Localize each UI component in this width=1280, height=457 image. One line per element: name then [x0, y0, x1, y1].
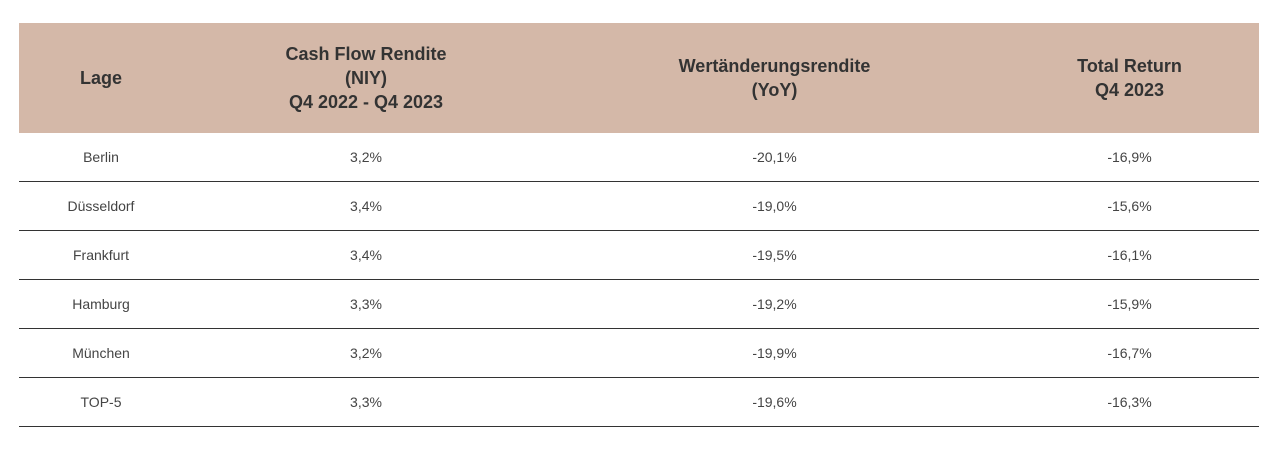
cell-total-return: -16,9% [1107, 148, 1152, 165]
cell-cash-flow: 3,3% [350, 393, 382, 410]
header-total-return-line-2: Q4 2023 [1094, 80, 1165, 100]
cell-total-return: -15,9% [1107, 295, 1152, 312]
table-row: Berlin 3,2% -20,1% -16,9% [19, 133, 1259, 181]
cell-total-return: -16,1% [1107, 246, 1152, 263]
table-body: Berlin 3,2% -20,1% -16,9% Düsseldorf 3,4… [19, 133, 1259, 426]
cell-total-return: -15,6% [1107, 197, 1152, 214]
cell-wertaenderung: -20,1% [752, 148, 797, 165]
cell-wertaenderung: -19,5% [752, 246, 797, 263]
header-lage: Lage [19, 23, 183, 133]
table-header: Lage Cash Flow Rendite (NIY) Q4 2022 - Q… [19, 23, 1259, 133]
cell-lage: Düsseldorf [67, 197, 135, 214]
cell-lage: TOP-5 [80, 393, 122, 410]
cell-total-return: -16,7% [1107, 344, 1152, 361]
cell-lage: München [72, 344, 130, 361]
header-wertaenderung: Wertänderungsrendite (YoY) [549, 23, 1000, 133]
cell-cash-flow: 3,4% [350, 246, 382, 263]
table-row: Hamburg 3,3% -19,2% -15,9% [19, 279, 1259, 328]
returns-table-container: Lage Cash Flow Rendite (NIY) Q4 2022 - Q… [19, 23, 1259, 427]
header-cash-flow-line-1: Cash Flow Rendite [285, 44, 447, 64]
cell-wertaenderung: -19,2% [752, 295, 797, 312]
header-total-return-line-1: Total Return [1077, 56, 1182, 76]
cell-wertaenderung: -19,0% [752, 197, 797, 214]
cell-total-return: -16,3% [1107, 393, 1152, 410]
cell-lage: Berlin [83, 148, 119, 165]
table-row: TOP-5 3,3% -19,6% -16,3% [19, 377, 1259, 426]
cell-cash-flow: 3,3% [350, 295, 382, 312]
returns-table: Lage Cash Flow Rendite (NIY) Q4 2022 - Q… [19, 23, 1259, 427]
cell-cash-flow: 3,2% [350, 344, 382, 361]
cell-lage: Hamburg [72, 295, 130, 312]
header-cash-flow-line-2: (NIY) [345, 68, 387, 88]
header-wertaenderung-line-2: (YoY) [751, 80, 798, 100]
table-row: Düsseldorf 3,4% -19,0% -15,6% [19, 181, 1259, 230]
header-cash-flow: Cash Flow Rendite (NIY) Q4 2022 - Q4 202… [183, 23, 549, 133]
header-total-return: Total Return Q4 2023 [1000, 23, 1259, 133]
cell-wertaenderung: -19,9% [752, 344, 797, 361]
cell-cash-flow: 3,4% [350, 197, 382, 214]
table-row: Frankfurt 3,4% -19,5% -16,1% [19, 230, 1259, 279]
header-lage-line-1: Lage [79, 68, 122, 88]
cell-wertaenderung: -19,6% [752, 393, 797, 410]
header-cash-flow-line-3: Q4 2022 - Q4 2023 [288, 92, 444, 112]
cell-cash-flow: 3,2% [350, 148, 382, 165]
header-row: Lage Cash Flow Rendite (NIY) Q4 2022 - Q… [19, 23, 1259, 133]
header-wertaenderung-line-1: Wertänderungsrendite [678, 56, 871, 76]
cell-lage: Frankfurt [72, 246, 129, 263]
table-row: München 3,2% -19,9% -16,7% [19, 328, 1259, 377]
